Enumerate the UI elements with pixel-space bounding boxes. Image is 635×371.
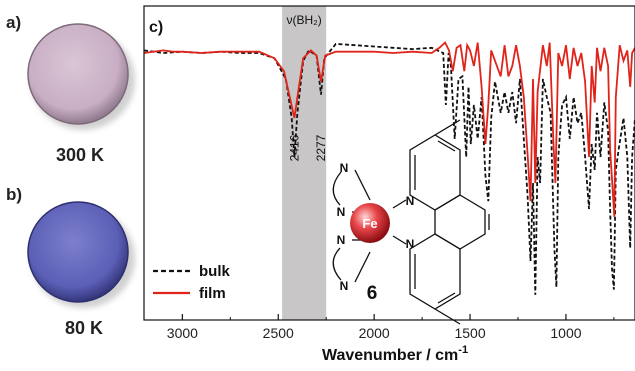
panel-a-label: a) [6, 13, 22, 32]
legend: bulk film [153, 263, 230, 302]
x-tick-label: 2500 [263, 325, 294, 341]
compound-number: 6 [367, 283, 378, 304]
atom-n-3: N [337, 233, 346, 247]
x-tick-label: 2000 [359, 325, 390, 341]
sample-disc-80k [27, 201, 129, 303]
atom-n-1: N [340, 161, 349, 175]
x-axis-ticks: 3000 2500 2000 1500 1000 [167, 314, 615, 341]
atom-n-2: N [337, 205, 346, 219]
bh2-region-label: ν(BH₂) [286, 13, 321, 27]
x-tick-label: 1000 [550, 325, 581, 341]
panel-b-label: b) [6, 185, 23, 204]
x-axis-title-superscript: -1 [458, 344, 468, 356]
plot-frame [143, 5, 635, 321]
panel-c-label: c) [149, 19, 163, 36]
fe-atom [350, 203, 390, 243]
ir-spectrum-chart: ν(BH₂) c) 3000 2500 2000 1500 1000 2416 2277 … [143, 5, 635, 364]
ligand-arc-top [332, 171, 342, 206]
x-axis-title-text: Wavenumber / cm [322, 347, 458, 364]
x-axis-title: Wavenumber / cm-1 [322, 344, 468, 364]
bh2-shaded-region [282, 6, 327, 320]
legend-bulk-label: bulk [199, 263, 230, 280]
x-tick-label: 1500 [454, 325, 485, 341]
panel-a-temperature: 300 K [56, 145, 105, 165]
series-line-film [143, 41, 635, 217]
atom-n-4: N [340, 279, 349, 293]
ligand-arc-bottom [332, 247, 342, 281]
atom-n-6: N [406, 237, 415, 251]
series-line-bulk [143, 42, 635, 295]
fe-atom-label: Fe [362, 216, 377, 231]
peak-label-2416: 2416 [287, 134, 301, 161]
atom-n-5: N [406, 194, 415, 208]
panel-b-temperature: 80 K [65, 318, 104, 338]
legend-film-label: film [199, 285, 226, 302]
peak-label-2277: 2277 [314, 134, 328, 161]
series-layer [143, 41, 635, 295]
sample-disc-300k [27, 23, 129, 125]
peak-annotations: 2416 2277 [287, 134, 328, 161]
x-tick-label: 3000 [167, 325, 198, 341]
